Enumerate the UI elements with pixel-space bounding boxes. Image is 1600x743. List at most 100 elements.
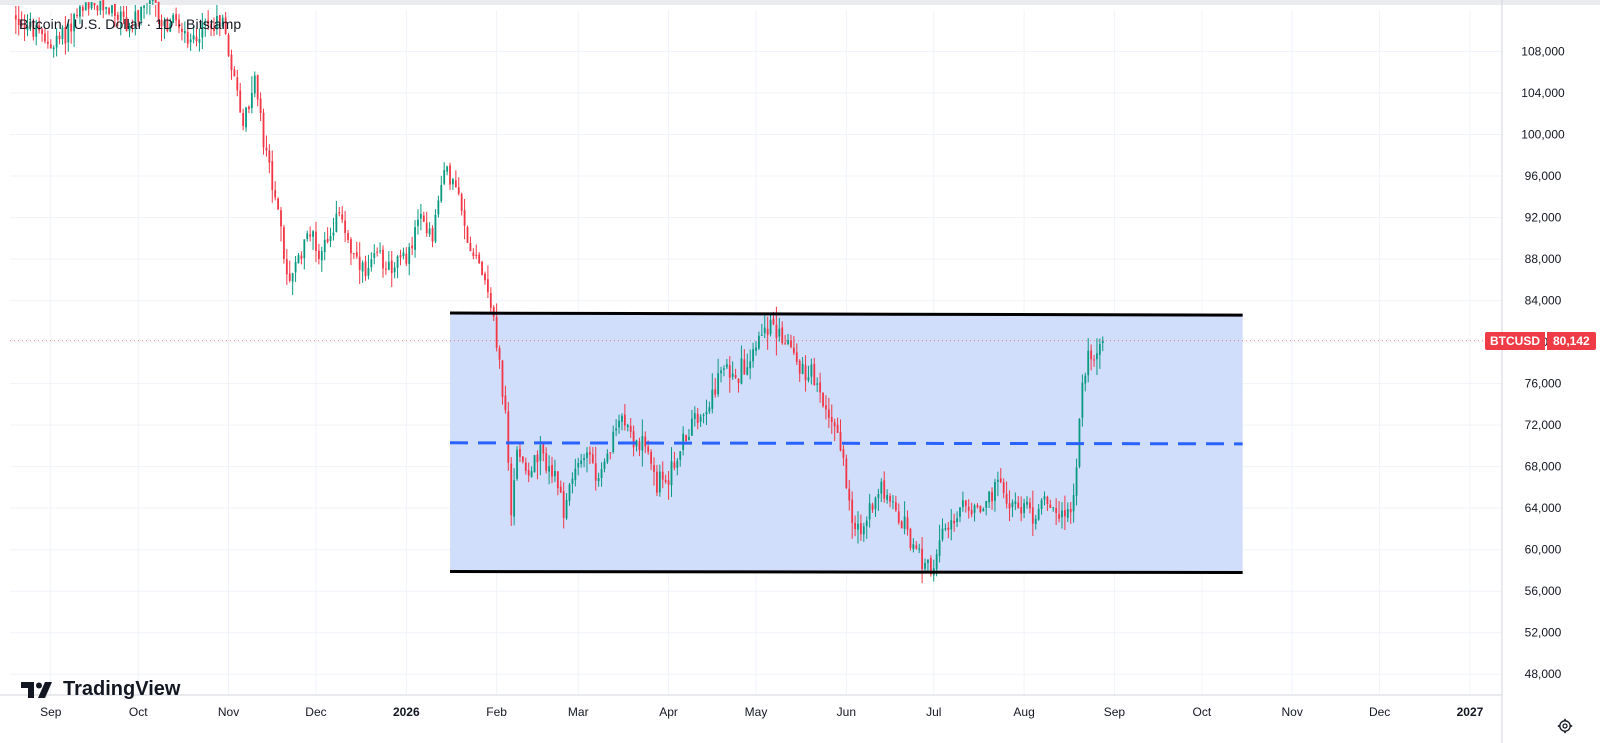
- candle: [664, 479, 667, 482]
- candle: [749, 361, 752, 369]
- candle: [516, 449, 518, 479]
- candle: [574, 468, 577, 480]
- candle: [947, 527, 950, 530]
- time-axis-label: 2026: [393, 705, 420, 719]
- candle: [186, 31, 189, 44]
- candle: [778, 328, 781, 337]
- candle: [810, 364, 813, 377]
- candle: [1014, 501, 1017, 504]
- candle: [548, 466, 551, 472]
- candle: [775, 324, 778, 338]
- candle: [248, 106, 250, 110]
- candle: [1055, 507, 1058, 514]
- candle: [122, 11, 125, 17]
- candle: [956, 518, 958, 523]
- candle: [218, 15, 221, 28]
- time-axis-label: Mar: [568, 705, 589, 719]
- candle: [740, 358, 743, 384]
- channel-bottom-line: [450, 569, 1243, 575]
- candle: [900, 521, 903, 529]
- candle: [667, 480, 670, 485]
- price-axis-label: 88,000: [1525, 252, 1562, 266]
- candle: [1101, 340, 1104, 344]
- candle: [178, 19, 180, 28]
- candle: [696, 413, 699, 424]
- candle: [985, 500, 988, 508]
- candle: [1093, 359, 1095, 361]
- candle: [1005, 493, 1008, 504]
- candle: [559, 486, 562, 493]
- candle: [221, 17, 224, 27]
- price-axis-label: 108,000: [1521, 45, 1565, 59]
- candle: [862, 526, 865, 535]
- candle: [411, 245, 414, 249]
- candle: [1031, 507, 1034, 524]
- candle: [271, 161, 274, 191]
- logo-text: TradingView: [63, 678, 181, 700]
- candle: [160, 20, 163, 27]
- candle: [49, 44, 52, 49]
- time-axis-label: May: [745, 705, 768, 719]
- candle: [1084, 375, 1087, 384]
- candle: [897, 511, 900, 523]
- candle: [848, 488, 851, 501]
- candle: [452, 179, 454, 185]
- candle: [883, 480, 886, 499]
- candle: [676, 460, 679, 468]
- price-axis-label: 104,000: [1521, 86, 1565, 100]
- candle: [285, 259, 288, 275]
- candle: [329, 236, 332, 242]
- time-axis-label: Aug: [1013, 705, 1034, 719]
- settings-button[interactable]: [1555, 716, 1575, 736]
- candle: [20, 24, 23, 26]
- candle: [693, 413, 696, 419]
- candle: [591, 454, 594, 463]
- candle: [61, 27, 64, 40]
- candle: [656, 471, 658, 493]
- tradingview-logo[interactable]: TradingView: [21, 678, 180, 701]
- time-axis-label: Sep: [40, 705, 62, 719]
- candle: [478, 254, 481, 264]
- candle: [705, 411, 708, 415]
- candle: [685, 435, 687, 442]
- candle: [618, 420, 620, 428]
- candle: [836, 424, 839, 433]
- candle: [207, 20, 210, 25]
- candle: [720, 370, 722, 374]
- candle: [769, 319, 772, 334]
- candle: [309, 234, 312, 237]
- candle: [854, 523, 856, 530]
- candle: [250, 92, 253, 109]
- candle: [1052, 507, 1055, 509]
- candle: [874, 497, 877, 510]
- candle: [189, 39, 192, 43]
- candle: [350, 239, 352, 254]
- candle: [146, 3, 148, 5]
- candle: [737, 378, 740, 383]
- candle: [787, 340, 789, 344]
- candle: [743, 359, 746, 375]
- candle: [55, 35, 58, 48]
- candle: [143, 5, 145, 8]
- candle: [294, 261, 297, 273]
- candle: [1087, 350, 1090, 376]
- candle: [23, 25, 26, 29]
- candle: [17, 18, 20, 26]
- price-axis-label: 68,000: [1525, 460, 1562, 474]
- price-axis-label: 60,000: [1525, 543, 1562, 557]
- candle: [524, 462, 527, 471]
- top-border: [0, 0, 1600, 5]
- candle: [839, 431, 842, 451]
- candle: [626, 424, 629, 428]
- candle: [46, 41, 49, 44]
- candle: [647, 446, 650, 452]
- candle: [819, 382, 822, 393]
- candle: [408, 247, 411, 265]
- candle: [274, 190, 277, 198]
- candle: [402, 252, 405, 257]
- candle: [510, 463, 513, 516]
- candle: [918, 548, 921, 550]
- candle: [1063, 510, 1066, 517]
